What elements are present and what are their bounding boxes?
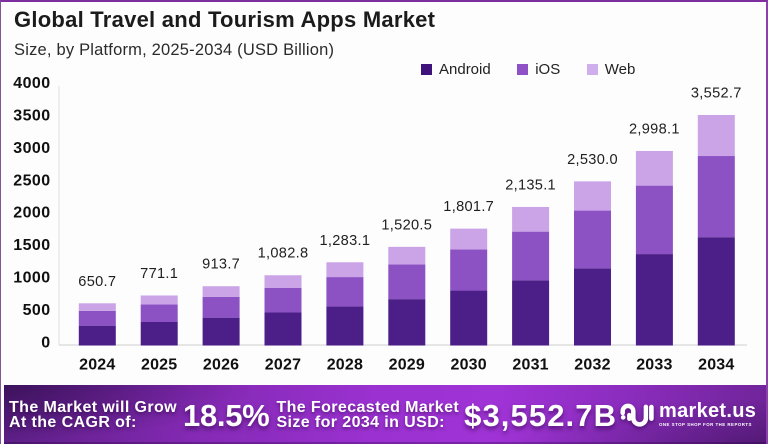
svg-text:500: 500: [23, 302, 51, 319]
svg-text:2032: 2032: [574, 357, 610, 374]
svg-text:650.7: 650.7: [78, 274, 116, 290]
svg-text:2500: 2500: [13, 172, 50, 189]
svg-text:1,801.7: 1,801.7: [443, 199, 494, 215]
svg-text:2026: 2026: [203, 357, 239, 374]
svg-text:4000: 4000: [13, 75, 50, 92]
svg-text:771.1: 771.1: [140, 266, 178, 282]
svg-text:1,283.1: 1,283.1: [320, 233, 371, 249]
svg-text:2000: 2000: [13, 205, 50, 222]
svg-text:0: 0: [41, 335, 50, 352]
svg-text:1,520.5: 1,520.5: [381, 217, 432, 233]
svg-text:2,530.0: 2,530.0: [567, 152, 618, 168]
svg-text:1,082.8: 1,082.8: [258, 246, 309, 262]
svg-text:2033: 2033: [636, 357, 672, 374]
svg-text:3,552.7: 3,552.7: [691, 86, 742, 102]
svg-text:3000: 3000: [13, 140, 50, 157]
svg-text:2031: 2031: [512, 357, 548, 374]
svg-text:2025: 2025: [141, 357, 177, 374]
svg-text:2024: 2024: [79, 357, 115, 374]
svg-text:2029: 2029: [389, 357, 425, 374]
svg-text:2034: 2034: [698, 357, 734, 374]
svg-text:1500: 1500: [13, 237, 50, 254]
svg-text:2028: 2028: [327, 357, 363, 374]
svg-text:2,135.1: 2,135.1: [505, 178, 556, 194]
svg-text:3500: 3500: [13, 107, 50, 124]
svg-text:2027: 2027: [265, 357, 301, 374]
svg-text:2030: 2030: [450, 357, 486, 374]
svg-text:2,998.1: 2,998.1: [629, 122, 680, 138]
svg-text:913.7: 913.7: [202, 257, 240, 273]
svg-text:1000: 1000: [13, 270, 50, 287]
